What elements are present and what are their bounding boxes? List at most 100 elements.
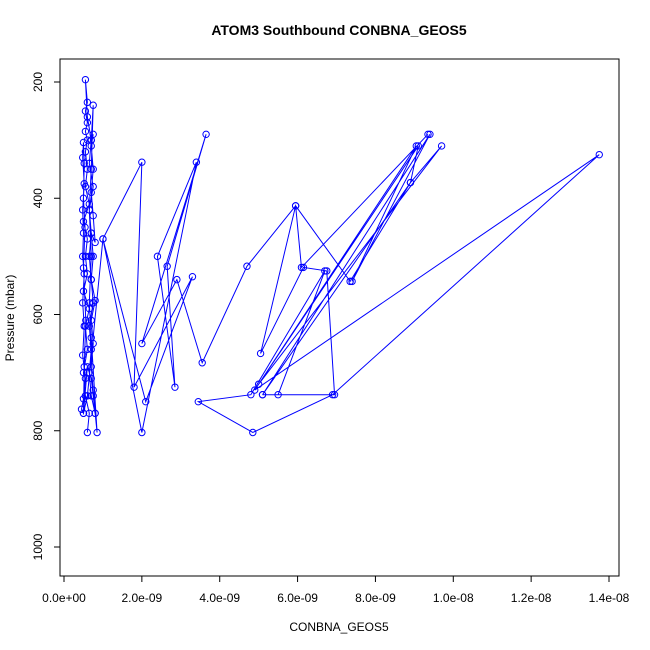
data-point xyxy=(99,235,107,243)
data-point xyxy=(89,101,97,109)
data-point xyxy=(321,267,329,275)
data-point xyxy=(80,363,88,371)
data-point xyxy=(173,275,181,284)
x-tick-label: 4.0e-09 xyxy=(199,591,240,605)
series-line xyxy=(80,79,600,434)
data-point xyxy=(81,148,90,156)
x-axis: 0.0e+00 2.0e-09 4.0e-09 6.0e-09 8.0e-09 1.0e-… xyxy=(42,575,630,605)
data-point xyxy=(85,200,94,208)
data-point xyxy=(83,118,92,127)
data-point xyxy=(87,363,95,371)
y-tick-label: 1000 xyxy=(31,533,45,560)
data-point xyxy=(348,277,356,286)
data-point xyxy=(79,264,88,272)
data-point xyxy=(254,380,263,388)
data-point xyxy=(89,252,97,261)
data-point xyxy=(198,359,206,367)
y-tick-label: 800 xyxy=(31,420,45,440)
data-point xyxy=(247,391,255,399)
data-point xyxy=(202,130,210,139)
data-point xyxy=(87,316,95,325)
data-point xyxy=(83,270,92,278)
data-point xyxy=(81,374,90,383)
data-point xyxy=(291,202,300,210)
data-point xyxy=(89,165,97,173)
data-point xyxy=(188,273,197,281)
data-point xyxy=(130,383,138,391)
data-point xyxy=(83,113,92,121)
x-axis-label: CONBNA_GEOS5 xyxy=(289,620,389,634)
data-point xyxy=(426,130,434,139)
data-point xyxy=(258,391,267,399)
data-point xyxy=(595,150,603,159)
data-point xyxy=(330,391,339,399)
x-tick-label: 1.0e-08 xyxy=(433,591,474,605)
data-point xyxy=(78,351,87,359)
data-point xyxy=(83,136,92,144)
x-tick-label: 6.0e-09 xyxy=(277,591,318,605)
data-point xyxy=(251,386,259,394)
data-point xyxy=(87,252,95,261)
y-tick-label: 600 xyxy=(31,304,45,324)
data-point xyxy=(93,428,101,437)
data-point xyxy=(89,386,97,394)
data-point xyxy=(192,158,201,166)
data-point xyxy=(78,299,87,307)
data-point xyxy=(163,262,171,270)
data-point xyxy=(138,428,146,437)
data-point xyxy=(87,188,95,197)
data-point xyxy=(437,142,446,150)
data-point xyxy=(89,211,97,220)
x-tick-label: 1.2e-08 xyxy=(511,591,552,605)
data-point xyxy=(87,334,95,342)
data-point xyxy=(87,275,95,284)
data-point xyxy=(87,136,95,144)
data-point xyxy=(81,127,90,136)
data-point xyxy=(81,75,90,84)
data-point xyxy=(91,409,99,418)
data-point xyxy=(414,142,422,150)
data-point xyxy=(194,397,203,406)
data-point xyxy=(138,158,146,166)
data-point xyxy=(412,142,420,150)
data-point xyxy=(83,363,92,371)
x-tick-label: 1.4e-08 xyxy=(589,591,630,605)
data-point xyxy=(78,206,87,214)
data-point xyxy=(87,374,95,383)
data-point xyxy=(80,180,88,188)
data-point xyxy=(299,263,308,272)
data-point xyxy=(142,397,150,406)
data-point xyxy=(80,270,88,278)
data-point xyxy=(323,267,331,275)
x-tick-label: 0.0e+00 xyxy=(42,591,86,605)
data-point xyxy=(83,235,92,243)
chart-title: ATOM3 Southbound CONBNA_GEOS5 xyxy=(211,22,467,38)
y-tick-label: 400 xyxy=(31,188,45,208)
data-point xyxy=(87,142,95,150)
data-point xyxy=(297,263,306,272)
data-point xyxy=(406,178,415,187)
data-point xyxy=(79,138,88,147)
data-point xyxy=(83,345,92,354)
data-point xyxy=(83,428,92,437)
data-point xyxy=(171,383,179,391)
data-point xyxy=(424,130,432,139)
data-point xyxy=(328,391,337,399)
data-point xyxy=(89,299,97,307)
y-axis-label: Pressure (mbar) xyxy=(3,275,17,362)
data-point xyxy=(79,287,88,295)
y-axis: 200 400 600 800 1000 xyxy=(31,72,61,560)
data-point xyxy=(81,252,90,261)
data-point xyxy=(346,277,354,286)
data-point xyxy=(256,349,265,358)
data-point xyxy=(83,392,92,400)
y-tick-label: 200 xyxy=(31,72,45,92)
data-point xyxy=(80,159,88,168)
data-point xyxy=(249,428,257,437)
data-point xyxy=(274,391,282,399)
data-point xyxy=(87,229,95,237)
data-point xyxy=(79,409,88,418)
data-point xyxy=(77,405,86,413)
data-point xyxy=(82,316,90,325)
